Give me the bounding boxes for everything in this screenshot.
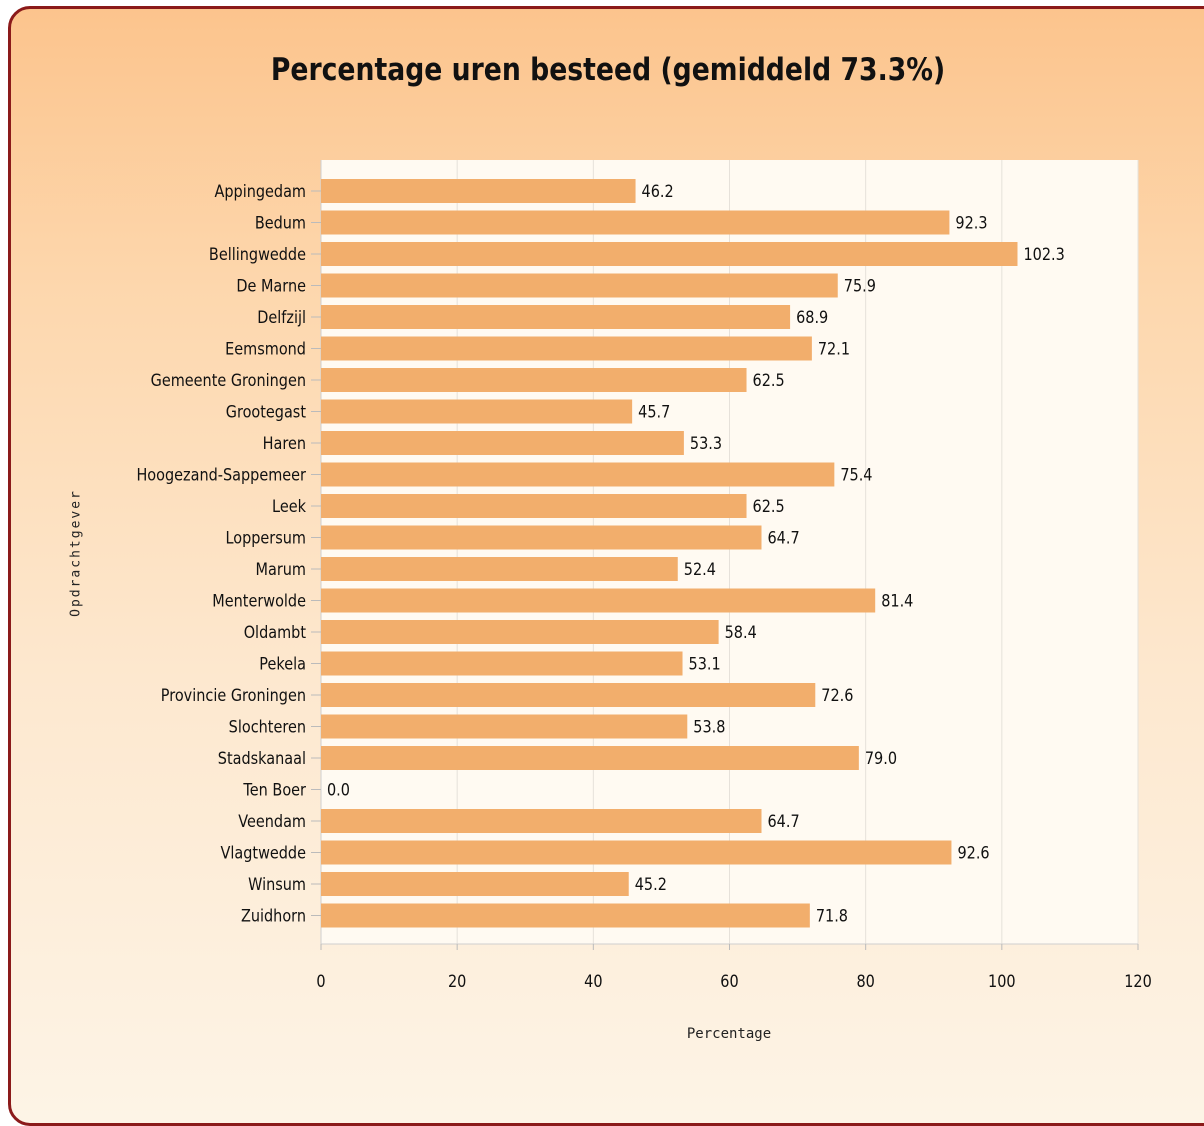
category-label: Hoogezand-Sappemeer — [136, 464, 306, 484]
bar — [321, 273, 838, 298]
bar — [321, 399, 633, 424]
data-label: 79.0 — [865, 748, 897, 768]
category-label: Ten Boer — [243, 779, 307, 799]
data-label: 0.0 — [327, 779, 350, 799]
category-label: Vlagtwedde — [221, 842, 306, 862]
category-label: Bedum — [255, 212, 306, 232]
category-label: De Marne — [236, 275, 306, 295]
x-tick-label: 80 — [856, 971, 874, 991]
bar — [321, 620, 719, 644]
bar — [321, 210, 950, 235]
category-label: Slochteren — [229, 716, 306, 736]
data-label: 92.3 — [955, 212, 987, 232]
data-label: 81.4 — [881, 590, 913, 610]
x-tick-label: 60 — [720, 971, 738, 991]
bar — [321, 840, 952, 865]
data-label: 72.1 — [818, 338, 850, 358]
bar — [321, 714, 688, 739]
data-label: 71.8 — [816, 905, 848, 925]
bar — [321, 525, 762, 550]
category-label: Leek — [272, 496, 307, 516]
bar — [321, 557, 678, 581]
bar — [321, 903, 810, 928]
data-label: 64.7 — [767, 811, 799, 831]
category-label: Pekela — [259, 653, 306, 673]
category-label: Grootegast — [226, 401, 306, 421]
bar — [321, 179, 636, 203]
category-label: Zuidhorn — [241, 905, 306, 925]
bar — [321, 746, 859, 770]
data-label: 53.1 — [689, 653, 721, 673]
x-tick-label: 40 — [584, 971, 602, 991]
category-label: Winsum — [248, 874, 306, 894]
category-label: Loppersum — [225, 527, 306, 547]
data-label: 92.6 — [957, 842, 989, 862]
data-label: 62.5 — [753, 496, 785, 516]
bar — [321, 462, 835, 487]
x-axis-title: Percentage — [686, 1026, 772, 1042]
bar — [321, 683, 816, 707]
category-label: Oldambt — [244, 622, 306, 642]
bar — [321, 305, 791, 329]
data-label: 46.2 — [642, 181, 674, 201]
data-label: 64.7 — [767, 527, 799, 547]
x-tick-label: 120 — [1124, 971, 1152, 991]
category-label: Eemsmond — [225, 338, 306, 358]
data-label: 53.8 — [693, 716, 725, 736]
category-label: Bellingwedde — [209, 244, 306, 264]
bar — [321, 242, 1018, 266]
data-label: 45.2 — [635, 874, 667, 894]
category-label: Veendam — [238, 811, 306, 831]
data-label: 72.6 — [821, 685, 853, 705]
data-label: 53.3 — [690, 433, 722, 453]
category-label: Provincie Groningen — [161, 685, 306, 705]
data-label: 62.5 — [753, 370, 785, 390]
data-label: 75.4 — [840, 464, 872, 484]
data-label: 102.3 — [1023, 244, 1064, 264]
category-label: Stadskanaal — [218, 748, 306, 768]
x-tick-label: 20 — [448, 971, 466, 991]
category-label: Marum — [256, 559, 306, 579]
data-label: 68.9 — [796, 307, 828, 327]
bar — [321, 809, 762, 833]
bar — [321, 494, 747, 518]
data-label: 58.4 — [725, 622, 757, 642]
category-label: Appingedam — [214, 181, 306, 201]
category-label: Delfzijl — [257, 307, 306, 327]
data-label: 52.4 — [684, 559, 716, 579]
chart-title: Percentage uren besteed (gemiddeld 73.3%… — [270, 52, 946, 88]
category-label: Haren — [263, 433, 306, 453]
bar-chart: 0 20 40 60 80 100 120 Appingedam 46.2 Bedum 92.3 Be… — [136, 160, 1152, 991]
category-label: Gemeente Groningen — [151, 370, 306, 390]
x-tick-label: 0 — [316, 971, 325, 991]
category-label: Menterwolde — [212, 590, 306, 610]
bar — [321, 651, 683, 676]
bar — [321, 872, 629, 896]
bar — [321, 588, 876, 613]
bar — [321, 368, 747, 392]
bar — [321, 431, 684, 455]
x-tick-label: 100 — [988, 971, 1016, 991]
bar — [321, 336, 812, 361]
data-label: 45.7 — [638, 401, 670, 421]
data-label: 75.9 — [844, 275, 876, 295]
